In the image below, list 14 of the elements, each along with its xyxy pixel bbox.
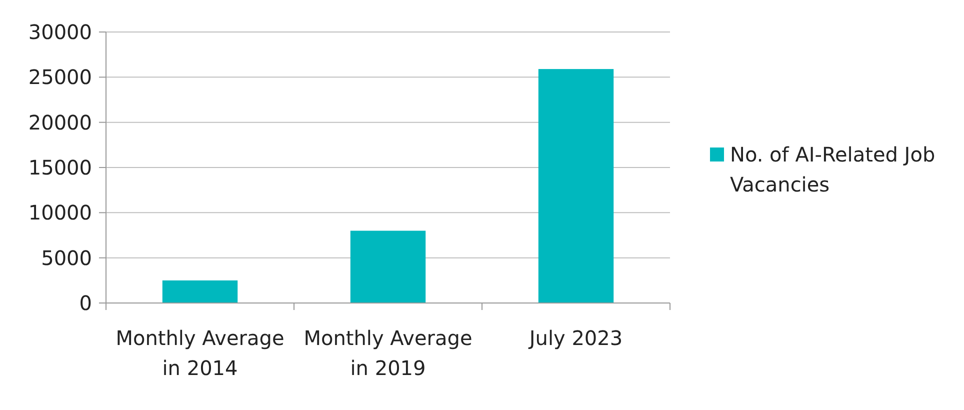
y-tick-label: 30000 <box>28 20 92 44</box>
y-tick-label: 15000 <box>28 156 92 180</box>
x-tick-label: July 2023 <box>527 326 623 350</box>
legend-label: No. of AI-Related Job Vacancies <box>730 142 936 196</box>
y-tick-label: 10000 <box>28 200 92 225</box>
x-tick-label: Monthly Average in 2014 <box>116 326 284 380</box>
bar <box>350 230 426 303</box>
y-tick-label: 5000 <box>41 246 92 270</box>
y-tick-label: 20000 <box>28 110 92 134</box>
bar <box>162 280 238 303</box>
bar <box>538 69 614 303</box>
y-tick-label: 0 <box>79 291 92 315</box>
x-tick-label: Monthly Average in 2019 <box>304 326 472 380</box>
y-tick-label: 25000 <box>28 65 92 90</box>
